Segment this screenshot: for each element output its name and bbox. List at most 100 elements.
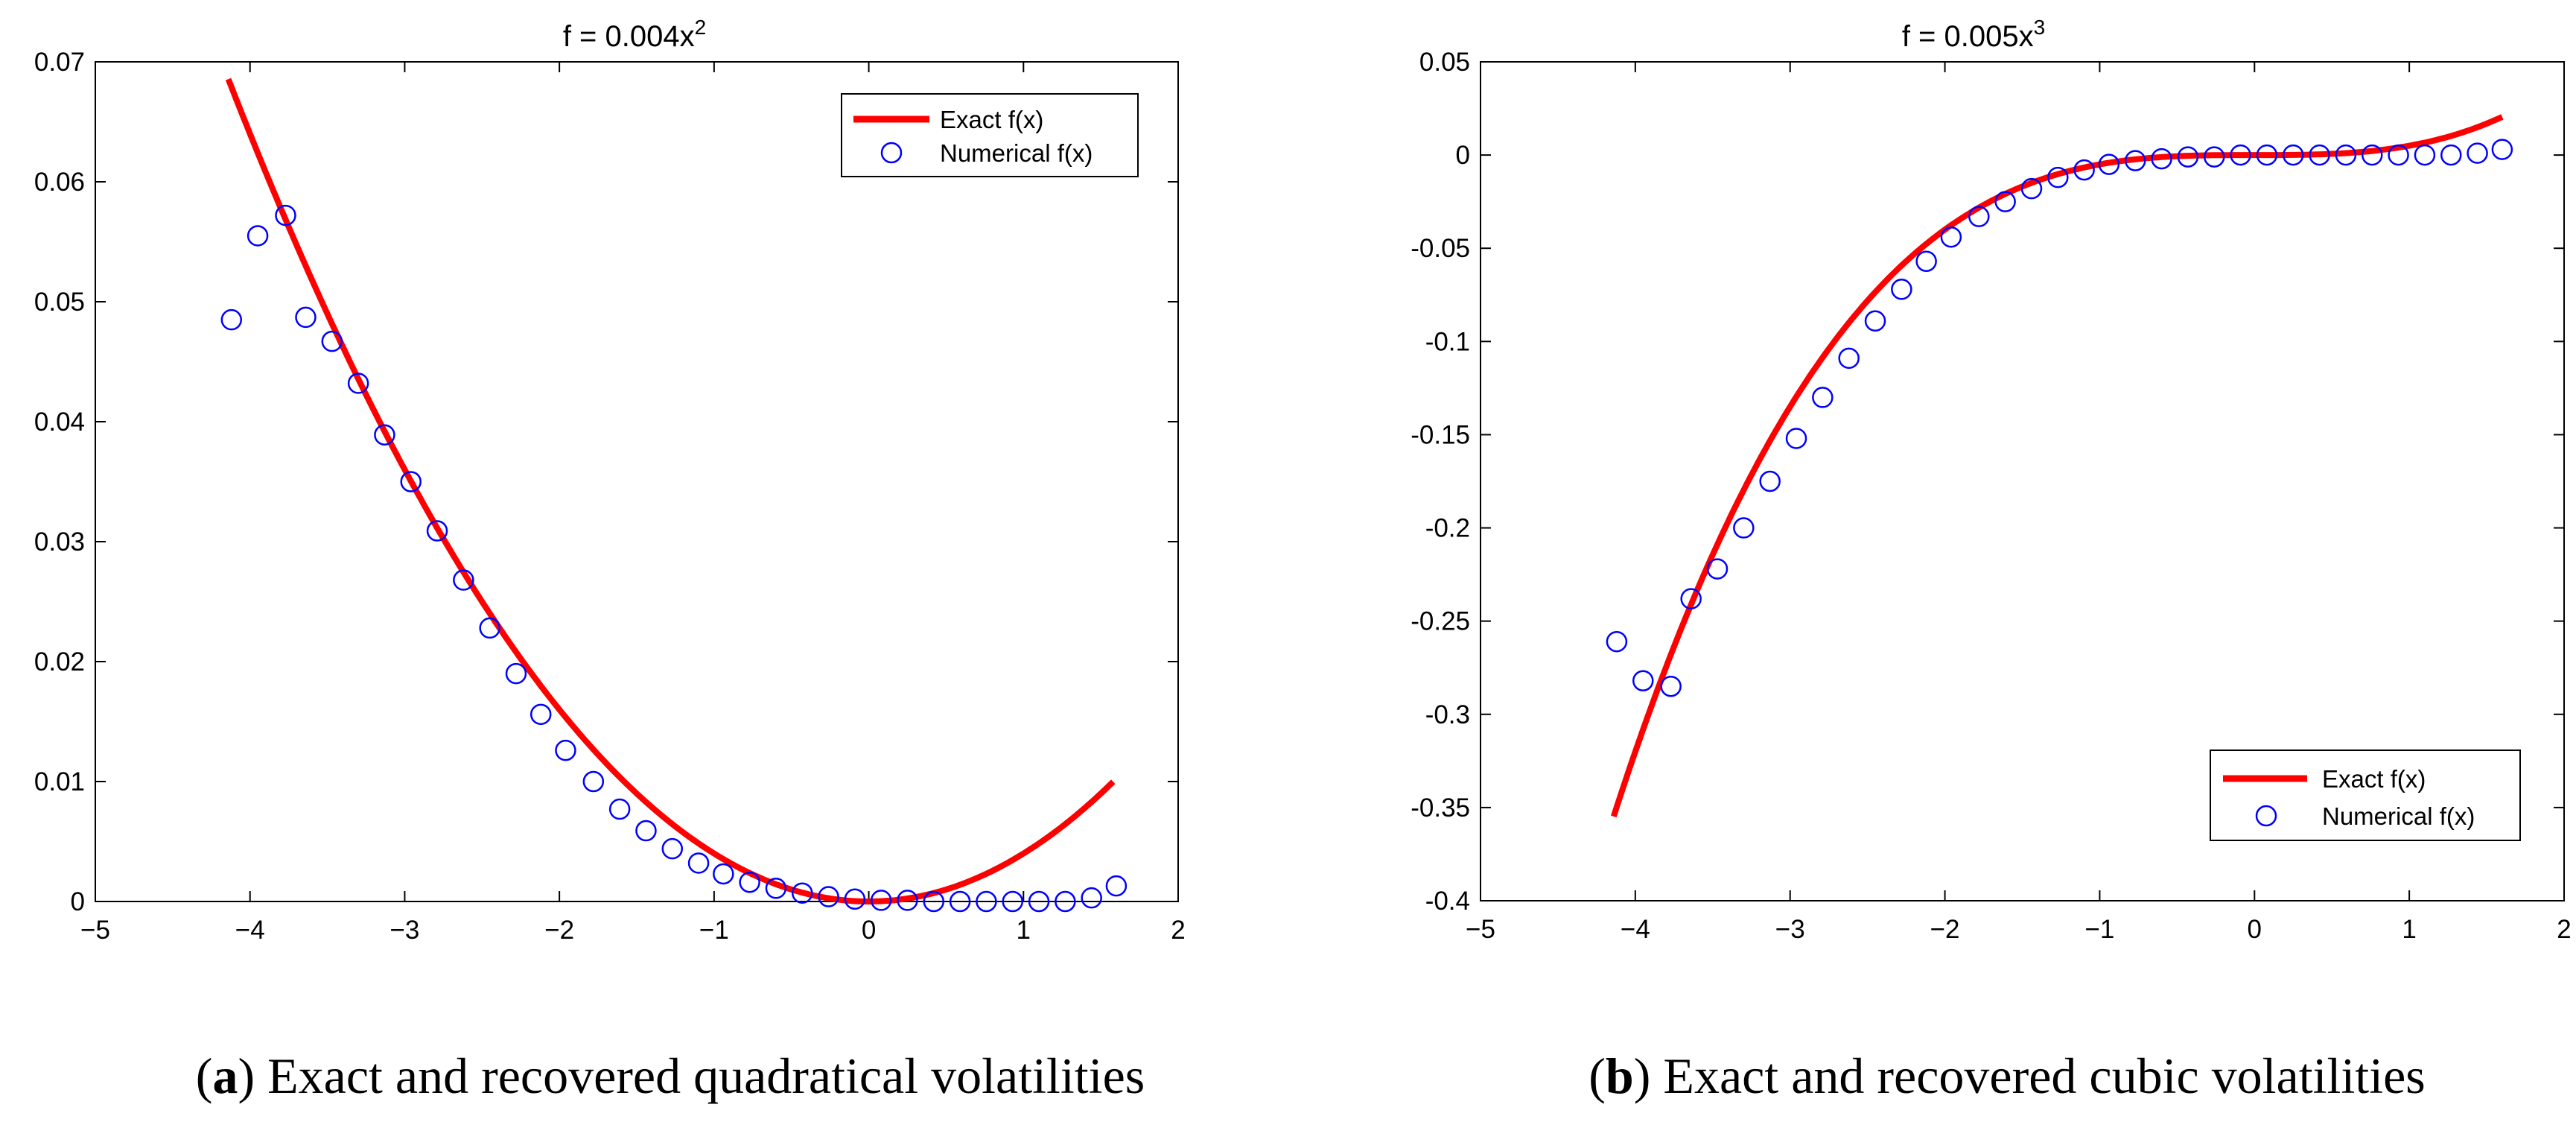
- numerical-point: [505, 662, 527, 685]
- numerical-point: [374, 424, 395, 446]
- x-tick-label: −3: [1775, 915, 1805, 944]
- chart-b-caption-text: Exact and recovered cubic volatilities: [1663, 1048, 2425, 1104]
- y-tick-label: 0.01: [34, 767, 85, 796]
- numerical-point: [347, 373, 369, 394]
- numerical-point: [555, 739, 576, 761]
- numerical-point: [1632, 670, 1654, 691]
- numerical-point: [870, 890, 892, 911]
- numerical-point: [1002, 890, 1023, 913]
- chart-a-caption: (a) Exact and recovered quadratical vola…: [196, 1048, 1145, 1104]
- x-tick-label: 1: [2402, 915, 2416, 944]
- numerical-point: [1680, 588, 1702, 609]
- chart-a-y-axis: 0 0.01 0.02 0.03 0.04 0.05 0.06 0.07: [34, 48, 1178, 916]
- numerical-point: [2020, 177, 2043, 200]
- numerical-point: [247, 225, 269, 247]
- y-tick-label: -0.3: [1425, 700, 1470, 729]
- numerical-point: [1055, 890, 1076, 913]
- numerical-point: [426, 520, 448, 542]
- numerical-point: [1706, 558, 1729, 580]
- numerical-point: [2073, 159, 2095, 181]
- numerical-point: [2098, 153, 2120, 175]
- chart-b-caption: (b) Exact and recovered cubic volatiliti…: [1588, 1048, 2425, 1104]
- chart-a-legend-numerical-label: Numerical f(x): [940, 139, 1093, 167]
- x-tick-label: −2: [544, 916, 574, 945]
- numerical-point: [949, 890, 971, 913]
- numerical-point: [1660, 675, 1682, 697]
- numerical-point: [739, 871, 760, 893]
- exact-curve: [1610, 114, 2504, 818]
- y-tick-label: 0.05: [34, 288, 85, 317]
- y-tick-label: -0.15: [1411, 420, 1470, 449]
- numerical-point: [1081, 887, 1102, 909]
- chart-a-caption-text: Exact and recovered quadratical volatili…: [267, 1048, 1145, 1104]
- y-tick-label: -0.05: [1411, 234, 1470, 263]
- chart-b-y-axis: -0.4 -0.35 -0.3 -0.25 -0.2 -0.15 -0.1 -0.05 0 0.0…: [1411, 48, 2564, 916]
- numerical-point: [2467, 142, 2488, 164]
- chart-a-legend-box: [841, 93, 1139, 177]
- y-tick-label: -0.4: [1425, 887, 1470, 916]
- numerical-point: [792, 882, 813, 904]
- y-tick-label: 0.04: [34, 408, 85, 437]
- numerical-point: [1785, 428, 1807, 449]
- chart-b-series: [1606, 114, 2513, 818]
- x-tick-label: 0: [2248, 915, 2262, 944]
- numerical-point: [2203, 146, 2225, 168]
- numerical-point: [275, 204, 296, 226]
- numerical-point: [2256, 144, 2278, 166]
- numerical-point: [818, 886, 839, 907]
- x-tick-label: 1: [1017, 916, 1031, 945]
- numerical-point: [661, 837, 684, 860]
- numerical-point: [1606, 630, 1628, 653]
- numerical-point: [1733, 517, 1755, 539]
- y-tick-label: 0.07: [34, 48, 85, 77]
- y-tick-label: 0.03: [34, 527, 85, 557]
- y-tick-label: -0.2: [1425, 514, 1470, 543]
- chart-b-x-axis: −5 −4 −3 −2 −1 0 1 2: [1466, 62, 2572, 944]
- chart-a-series: [220, 77, 1128, 913]
- numerical-point: [2309, 144, 2330, 166]
- numerical-point: [529, 703, 552, 726]
- x-tick-label: 2: [1171, 916, 1185, 945]
- y-tick-label: 0: [1456, 141, 1470, 170]
- chart-a-plot-area: [95, 61, 1179, 902]
- chart-a-legend[interactable]: Exact f(x) Numerical f(x): [841, 93, 1139, 177]
- numerical-point: [1028, 890, 1050, 913]
- y-tick-label: -0.35: [1411, 793, 1470, 823]
- y-tick-label: 0.02: [34, 647, 85, 676]
- numerical-point: [582, 770, 605, 793]
- y-tick-label: 0: [71, 887, 85, 916]
- numerical-point: [220, 308, 243, 331]
- numerical-point: [1968, 206, 1990, 227]
- chart-b-caption-label: b: [1606, 1048, 1634, 1104]
- numerical-point: [713, 863, 734, 885]
- chart-b-legend[interactable]: Exact f(x) Numerical f(x): [2210, 750, 2521, 841]
- x-tick-label: −5: [80, 916, 110, 945]
- numerical-point: [1812, 387, 1834, 408]
- numerical-point: [923, 890, 945, 913]
- chart-a-legend-exact-label: Exact f(x): [940, 106, 1043, 133]
- numerical-point: [479, 617, 500, 639]
- chart-a-legend-numerical-swatch: [880, 142, 903, 164]
- numerical-point: [2047, 166, 2069, 188]
- numerical-point: [2151, 148, 2172, 170]
- y-tick-label: -0.25: [1411, 607, 1470, 636]
- numerical-point: [2283, 144, 2304, 166]
- numerical-point: [2388, 144, 2409, 166]
- chart-a-x-axis: −5 −4 −3 −2 −1 0 1 2: [80, 62, 1186, 945]
- y-tick-label: 0.06: [34, 168, 85, 197]
- numerical-point: [1994, 191, 2016, 212]
- chart-a-caption-label: a: [212, 1048, 238, 1104]
- x-tick-label: −5: [1466, 915, 1495, 944]
- chart-b-legend-numerical-swatch: [2255, 805, 2277, 827]
- chart-a-title: f = 0.004x2: [563, 16, 706, 53]
- numerical-point: [1915, 250, 1937, 272]
- numerical-point: [453, 569, 474, 591]
- x-tick-label: −4: [235, 916, 265, 945]
- numerical-point: [2362, 144, 2383, 166]
- numerical-point: [2335, 144, 2357, 166]
- x-tick-label: −3: [389, 916, 419, 945]
- exact-curve: [225, 77, 1116, 904]
- chart-b-title: f = 0.005x3: [1902, 16, 2045, 53]
- numerical-point: [1864, 310, 1886, 332]
